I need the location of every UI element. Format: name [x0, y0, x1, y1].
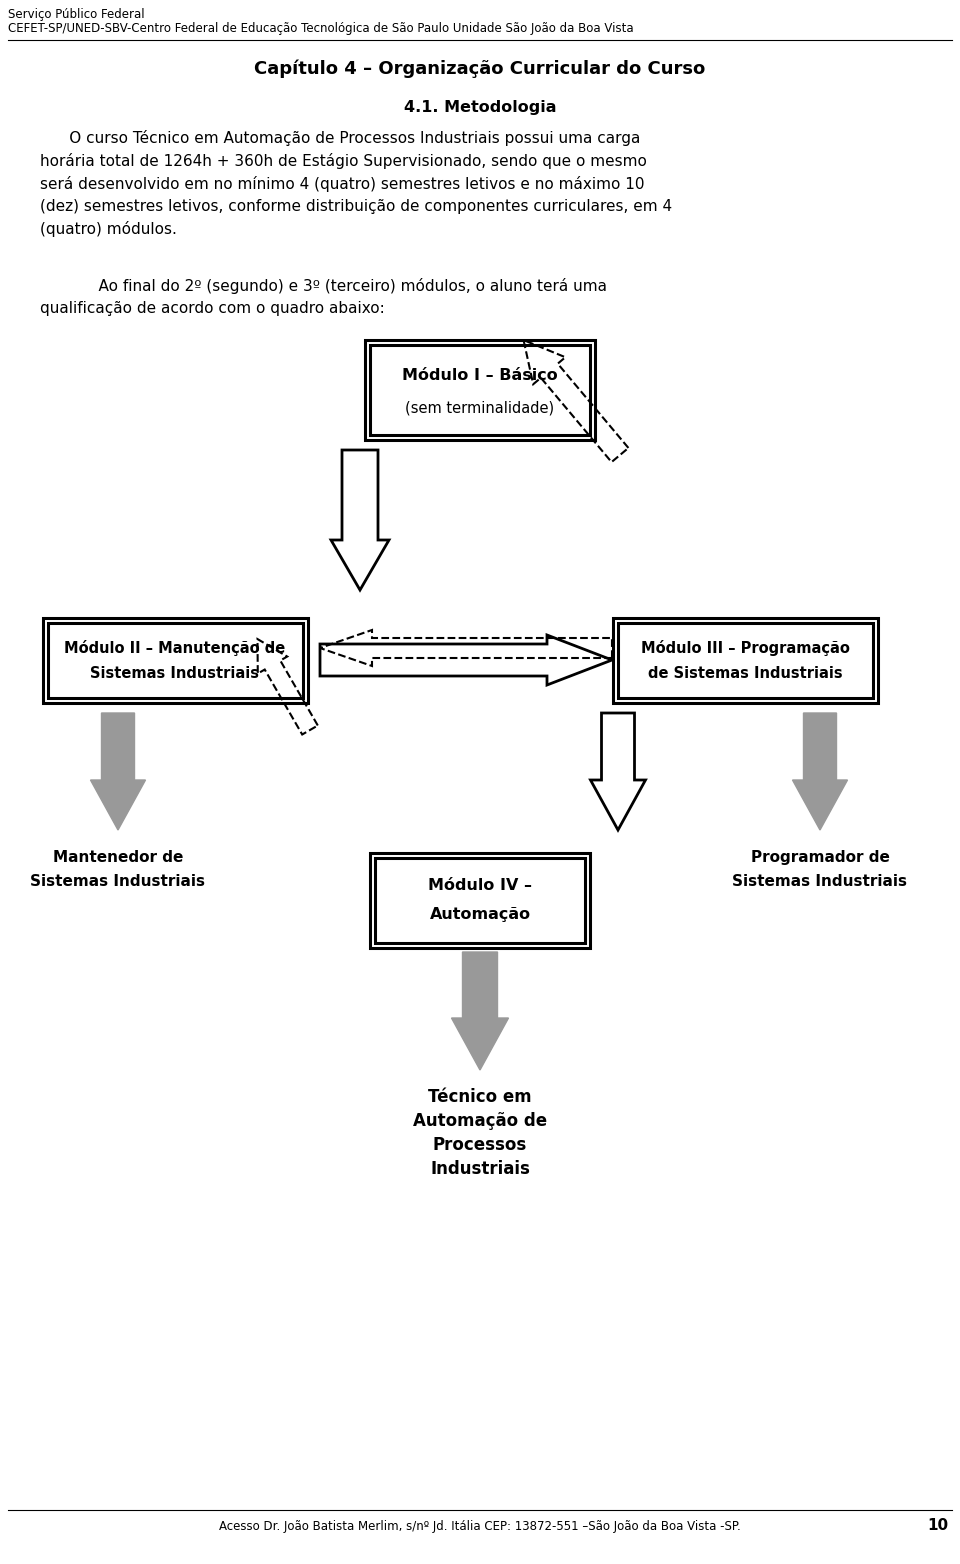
- Polygon shape: [331, 450, 389, 590]
- Text: Serviço Público Federal: Serviço Público Federal: [8, 8, 145, 20]
- Text: Módulo II – Manutenção de: Módulo II – Manutenção de: [64, 640, 286, 655]
- Text: Módulo IV –: Módulo IV –: [428, 879, 532, 893]
- Polygon shape: [451, 952, 509, 1070]
- Text: Programador de: Programador de: [751, 849, 889, 865]
- Text: 4.1. Metodologia: 4.1. Metodologia: [404, 100, 556, 116]
- Text: 10: 10: [926, 1519, 948, 1533]
- Polygon shape: [90, 713, 146, 830]
- Text: O curso Técnico em Automação de Processos Industriais possui uma carga
horária t: O curso Técnico em Automação de Processo…: [40, 130, 672, 238]
- Bar: [617, 622, 873, 698]
- Bar: [612, 618, 877, 702]
- Polygon shape: [793, 713, 848, 830]
- Text: de Sistemas Industriais: de Sistemas Industriais: [648, 666, 842, 682]
- Text: Acesso Dr. João Batista Merlim, s/nº Jd. Itália CEP: 13872-551 –São João da Boa : Acesso Dr. João Batista Merlim, s/nº Jd.…: [219, 1520, 741, 1533]
- Bar: [47, 622, 302, 698]
- Text: Capítulo 4 – Organização Curricular do Curso: Capítulo 4 – Organização Curricular do C…: [254, 59, 706, 78]
- Text: Sistemas Industriais: Sistemas Industriais: [31, 874, 205, 888]
- Text: Módulo III – Programação: Módulo III – Programação: [640, 640, 850, 655]
- Text: Automação: Automação: [429, 907, 531, 921]
- Polygon shape: [590, 713, 645, 830]
- Text: CEFET-SP/UNED-SBV-Centro Federal de Educação Tecnológica de São Paulo Unidade Sã: CEFET-SP/UNED-SBV-Centro Federal de Educ…: [8, 22, 634, 34]
- Text: Sistemas Industriais: Sistemas Industriais: [90, 666, 259, 682]
- Text: Ao final do 2º (segundo) e 3º (terceiro) módulos, o aluno terá uma
qualificação : Ao final do 2º (segundo) e 3º (terceiro)…: [40, 278, 607, 316]
- Text: Automação de: Automação de: [413, 1112, 547, 1131]
- Bar: [365, 339, 595, 439]
- Text: Módulo I – Básico: Módulo I – Básico: [402, 368, 558, 383]
- Text: Processos: Processos: [433, 1135, 527, 1154]
- Text: Sistemas Industriais: Sistemas Industriais: [732, 874, 907, 888]
- Bar: [375, 857, 585, 943]
- Bar: [370, 852, 590, 948]
- Text: Técnico em: Técnico em: [428, 1089, 532, 1106]
- Text: (sem terminalidade): (sem terminalidade): [405, 400, 555, 416]
- Bar: [42, 618, 307, 702]
- Text: Mantenedor de: Mantenedor de: [53, 849, 183, 865]
- Bar: [370, 346, 590, 435]
- Polygon shape: [320, 635, 612, 685]
- Text: Industriais: Industriais: [430, 1160, 530, 1178]
